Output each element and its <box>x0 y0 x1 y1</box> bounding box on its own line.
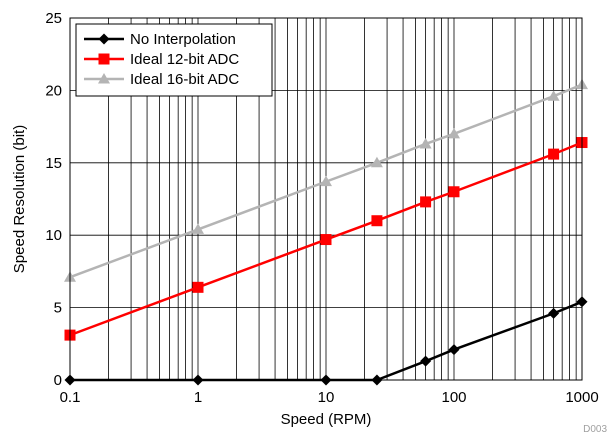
square-marker <box>371 215 383 227</box>
x-axis-title: Speed (RPM) <box>281 411 372 428</box>
square-marker <box>320 234 332 246</box>
y-tick-label: 5 <box>54 300 62 317</box>
x-tick-label: 100 <box>441 389 466 406</box>
plot-frame <box>69 17 583 381</box>
x-tick-label: 1000 <box>565 389 598 406</box>
square-marker <box>98 53 110 65</box>
series-line <box>69 83 583 279</box>
y-tick-label: 0 <box>54 372 62 389</box>
series-layer <box>64 78 588 386</box>
triangle-marker <box>192 223 204 234</box>
y-tick-label: 25 <box>45 10 62 27</box>
triangle-marker <box>448 127 460 139</box>
y-tick-label: 20 <box>45 82 62 99</box>
y-tick-label: 15 <box>45 155 62 172</box>
triangle-marker <box>320 175 332 187</box>
legend-label: No Interpolation <box>130 31 236 48</box>
triangle-marker <box>547 90 560 101</box>
legend-label: Ideal 12-bit ADC <box>130 51 239 68</box>
x-tick-label: 1 <box>194 389 202 406</box>
triangle-marker <box>370 156 383 168</box>
y-axis-title: Speed Resolution (bit) <box>11 125 28 273</box>
y-tick-label: 10 <box>45 227 62 244</box>
square-marker <box>420 196 432 208</box>
x-tick-label: 10 <box>318 389 335 406</box>
legend-entry: Ideal 12-bit ADC <box>84 51 239 68</box>
square-marker <box>448 186 460 198</box>
series-ideal-16-bit-adc <box>64 78 588 282</box>
triangle-marker <box>419 137 432 149</box>
triangle-marker <box>98 73 110 84</box>
diamond-marker <box>448 344 460 356</box>
series-line <box>69 141 583 337</box>
legend-entry: No Interpolation <box>84 31 236 48</box>
square-marker <box>192 281 204 293</box>
diamond-marker <box>420 355 432 367</box>
square-marker <box>548 148 560 160</box>
legend-entry: Ideal 16-bit ADC <box>84 71 239 88</box>
legend-label: Ideal 16-bit ADC <box>130 71 239 88</box>
diamond-marker <box>98 33 110 45</box>
tick-labels: 0.1 1 10 100 1000 0 5 10 15 20 25 <box>45 10 598 406</box>
figure-id-label: D003 <box>583 424 607 435</box>
legend: No Interpolation Ideal 12-bit ADC Ideal 16… <box>75 23 273 97</box>
diamond-marker <box>548 307 560 319</box>
x-tick-label: 0.1 <box>60 389 81 406</box>
